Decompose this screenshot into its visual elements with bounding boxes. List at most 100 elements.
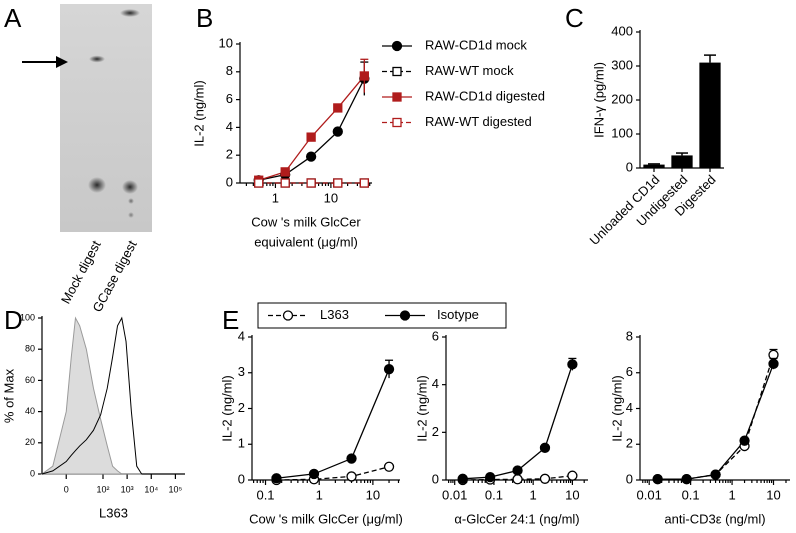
y-tick-label: 20 xyxy=(25,437,35,447)
y-tick-label: 8 xyxy=(226,63,233,78)
marker xyxy=(457,473,468,484)
legend-label: RAW-CD1d mock xyxy=(425,37,527,52)
y-tick-label: 0 xyxy=(226,174,233,189)
x-tick-label: 0.01 xyxy=(442,487,467,502)
y-tick-label: 80 xyxy=(25,344,35,354)
marker xyxy=(392,117,402,128)
y-tick-label: 0 xyxy=(30,468,35,478)
marker xyxy=(681,473,692,485)
x-axis-label: Cow 's milk GlcCer xyxy=(251,214,361,229)
x-tick-label: 1 xyxy=(316,487,323,502)
marker xyxy=(512,474,523,485)
y-tick-label: 10 xyxy=(219,35,233,50)
series-line xyxy=(276,466,390,481)
x-tick-label: 10 xyxy=(565,487,579,502)
y-tick-label: 40 xyxy=(25,406,35,416)
legend-label: L363 xyxy=(320,307,349,322)
x-tick-label: 0.1 xyxy=(485,487,503,502)
y-tick-label: 0 xyxy=(626,159,633,174)
marker xyxy=(710,469,721,480)
x-tick-label: 0.1 xyxy=(682,487,700,502)
bar xyxy=(643,164,665,168)
x-axis-label: Cow 's milk GlcCer (μg/ml) xyxy=(249,511,403,526)
marker xyxy=(346,453,357,464)
marker xyxy=(346,471,357,482)
bar xyxy=(699,62,721,168)
marker xyxy=(333,103,343,113)
marker xyxy=(359,178,369,188)
panel-label: E xyxy=(222,305,239,335)
y-tick-label: 2 xyxy=(626,436,633,451)
y-axis-label: IL-2 (ng/ml) xyxy=(191,80,206,146)
y-tick-label: 400 xyxy=(611,23,633,38)
x-tick-label: 0.1 xyxy=(256,487,274,502)
histogram xyxy=(41,316,143,475)
marker xyxy=(567,359,578,370)
marker xyxy=(768,358,779,369)
marker xyxy=(305,151,317,162)
y-tick-label: 6 xyxy=(226,91,233,106)
legend-label: Isotype xyxy=(437,307,479,322)
marker xyxy=(280,167,290,177)
tlc-band xyxy=(89,55,105,63)
legend-label: RAW-WT mock xyxy=(425,63,514,78)
y-axis-label: IL-2 (ng/ml) xyxy=(414,375,429,441)
marker xyxy=(383,364,395,375)
bar xyxy=(671,155,693,168)
series-line xyxy=(657,363,775,480)
tlc-band xyxy=(120,9,140,17)
y-tick-label: 0 xyxy=(432,471,439,486)
y-tick-label: 2 xyxy=(432,424,439,439)
x-tick-label: 10³ xyxy=(121,484,134,494)
panel-label: A xyxy=(4,3,22,33)
marker xyxy=(512,465,523,476)
marker xyxy=(282,310,294,321)
y-axis-label: IL-2 (ng/ml) xyxy=(609,375,624,441)
y-tick-label: 100 xyxy=(611,125,633,140)
panel-label: C xyxy=(565,3,584,33)
marker xyxy=(539,442,551,453)
series-line xyxy=(462,475,573,481)
tlc-spot xyxy=(128,198,134,204)
y-tick-label: 6 xyxy=(432,328,439,343)
x-axis-label: equivalent (μg/ml) xyxy=(254,234,358,249)
tlc-spot xyxy=(128,212,134,218)
y-tick-label: 0 xyxy=(626,471,633,486)
x-tick-label: 10 xyxy=(324,190,338,205)
x-axis-label: anti-CD3ε (ng/ml) xyxy=(664,511,765,526)
series-line xyxy=(276,368,390,479)
marker xyxy=(280,178,290,188)
marker xyxy=(739,435,750,446)
marker xyxy=(484,471,496,483)
y-tick-label: 60 xyxy=(25,375,35,385)
y-tick-label: 4 xyxy=(432,376,439,391)
y-tick-label: 0 xyxy=(238,471,245,486)
marker xyxy=(254,178,264,188)
x-tick-label: 10 xyxy=(366,487,380,502)
panel-label: D xyxy=(4,305,23,335)
x-tick-label: 0.01 xyxy=(637,487,662,502)
y-tick-label: 6 xyxy=(626,364,633,379)
y-tick-label: 8 xyxy=(626,328,633,343)
marker xyxy=(383,461,395,472)
legend-box xyxy=(257,302,507,329)
histogram xyxy=(40,316,142,475)
tlc-plate xyxy=(60,4,152,232)
y-tick-label: 4 xyxy=(626,400,633,415)
x-tick-label: 10² xyxy=(96,484,109,494)
x-axis-label: L363 xyxy=(99,505,128,520)
y-tick-label: 100 xyxy=(20,312,35,322)
tlc-spot xyxy=(88,177,106,193)
y-tick-label: 2 xyxy=(226,147,233,162)
panel-label: B xyxy=(196,3,213,33)
marker xyxy=(333,178,343,188)
y-tick-label: 4 xyxy=(238,328,245,343)
x-tick-label: 10⁵ xyxy=(169,484,183,494)
x-tick-label: 0 xyxy=(64,484,69,494)
x-axis-label: α-GlcCer 24:1 (ng/ml) xyxy=(454,511,579,526)
marker xyxy=(332,126,343,137)
y-axis-label: % of Max xyxy=(1,368,16,423)
marker xyxy=(306,132,316,142)
legend-label: RAW-CD1d digested xyxy=(425,88,545,103)
